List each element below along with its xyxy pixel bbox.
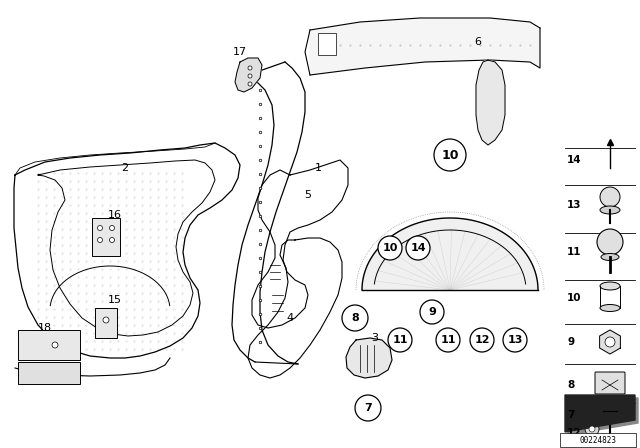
- Circle shape: [342, 305, 368, 331]
- Text: 00224823: 00224823: [579, 435, 616, 444]
- Circle shape: [103, 317, 109, 323]
- Text: 10: 10: [382, 243, 397, 253]
- Text: 2: 2: [122, 163, 129, 173]
- Circle shape: [97, 225, 102, 231]
- Circle shape: [52, 342, 58, 348]
- Circle shape: [600, 187, 620, 207]
- Circle shape: [436, 328, 460, 352]
- Circle shape: [589, 426, 595, 432]
- Circle shape: [503, 328, 527, 352]
- Bar: [560, 433, 636, 447]
- Text: 10: 10: [567, 293, 582, 303]
- Circle shape: [388, 328, 412, 352]
- Circle shape: [248, 82, 252, 86]
- Circle shape: [248, 66, 252, 70]
- Circle shape: [97, 237, 102, 242]
- Text: 14: 14: [567, 155, 582, 165]
- Polygon shape: [310, 18, 540, 75]
- Circle shape: [470, 328, 494, 352]
- FancyBboxPatch shape: [595, 372, 625, 394]
- Polygon shape: [346, 338, 392, 378]
- Text: 3: 3: [371, 333, 378, 343]
- Circle shape: [605, 337, 615, 347]
- Text: 16: 16: [108, 210, 122, 220]
- Ellipse shape: [601, 254, 619, 260]
- Text: 9: 9: [567, 337, 574, 347]
- Bar: [318, 33, 336, 55]
- Text: 15: 15: [108, 295, 122, 305]
- Text: 6: 6: [474, 37, 481, 47]
- Circle shape: [109, 237, 115, 242]
- Polygon shape: [476, 60, 505, 145]
- Text: 14: 14: [410, 243, 426, 253]
- Bar: [18, 330, 80, 360]
- Polygon shape: [565, 395, 635, 432]
- Circle shape: [355, 395, 381, 421]
- Text: 13: 13: [567, 200, 582, 210]
- Text: 9: 9: [428, 307, 436, 317]
- Circle shape: [420, 300, 444, 324]
- Ellipse shape: [600, 305, 620, 311]
- Text: 8: 8: [567, 380, 574, 390]
- Ellipse shape: [600, 206, 620, 214]
- Polygon shape: [600, 330, 620, 354]
- Circle shape: [434, 139, 466, 171]
- Circle shape: [378, 236, 402, 260]
- Text: 18: 18: [38, 323, 52, 333]
- Circle shape: [248, 74, 252, 78]
- Circle shape: [597, 229, 623, 255]
- Bar: [95, 308, 117, 338]
- Bar: [18, 362, 80, 384]
- Text: 10: 10: [441, 148, 459, 161]
- Text: 11: 11: [567, 247, 582, 257]
- Text: 11: 11: [392, 335, 408, 345]
- Polygon shape: [235, 58, 262, 92]
- Text: 7: 7: [567, 410, 574, 420]
- Text: 7: 7: [364, 403, 372, 413]
- Circle shape: [585, 422, 599, 436]
- Text: 5: 5: [305, 190, 312, 200]
- Text: 4: 4: [287, 313, 294, 323]
- Polygon shape: [568, 398, 638, 435]
- Text: 12: 12: [474, 335, 490, 345]
- Text: 1: 1: [314, 163, 321, 173]
- Text: 13: 13: [508, 335, 523, 345]
- Text: 12: 12: [567, 428, 582, 438]
- Bar: [92, 218, 120, 256]
- Polygon shape: [362, 218, 538, 290]
- Circle shape: [599, 400, 621, 422]
- Circle shape: [109, 225, 115, 231]
- Circle shape: [406, 236, 430, 260]
- Text: 17: 17: [233, 47, 247, 57]
- Text: 8: 8: [351, 313, 359, 323]
- Text: 11: 11: [440, 335, 456, 345]
- Ellipse shape: [600, 282, 620, 290]
